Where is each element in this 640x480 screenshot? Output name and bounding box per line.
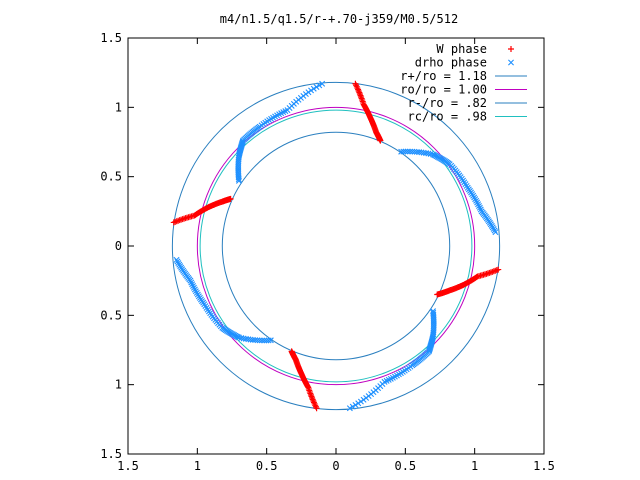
data-points	[170, 80, 502, 412]
drho-phase-point	[476, 204, 483, 211]
drho-phase-point	[475, 201, 482, 208]
x-tick-label: 0	[332, 459, 339, 473]
drho-phase-point	[407, 148, 414, 155]
drho-phase-point	[313, 84, 320, 90]
circle-r-0_98	[199, 109, 473, 383]
drho-phase-point	[400, 148, 407, 155]
x-tick-label: 1.5	[117, 459, 139, 473]
legend-label: ro/ro = 1.00	[400, 83, 487, 97]
w-phase-point	[227, 195, 234, 202]
drho-phase-point	[492, 229, 499, 236]
drho-phase-point	[188, 279, 195, 286]
y-axis: 1.5 1 0.5 0 0.5 1 1.5	[100, 31, 544, 461]
drho-phase-point	[316, 82, 323, 89]
y-tick-label: 0.5	[100, 170, 122, 184]
drho-phase-point	[190, 283, 197, 289]
x-axis: 1.5 1 0.5 0 0.5 1 1.5	[117, 38, 555, 473]
y-tick-label: 1	[115, 100, 122, 114]
drho-phase-point	[258, 337, 265, 344]
drho-phase-point	[430, 309, 437, 316]
x-tick-label: 0.5	[394, 459, 416, 473]
drho-phase-point	[474, 199, 481, 206]
legend-label: drho phase	[415, 56, 487, 70]
circle-r-0_82	[221, 131, 451, 361]
y-tick-label: 0.5	[100, 308, 122, 322]
drho-phase-point	[263, 337, 270, 344]
drho-phase-point	[402, 148, 409, 155]
drho-phase-point	[235, 177, 242, 184]
drho-phase-point	[256, 337, 263, 344]
drho-phase-point	[404, 148, 411, 155]
y-tick-label: 1.5	[100, 447, 122, 461]
drho-phase-point	[319, 80, 326, 87]
drho-phase-point	[352, 402, 359, 408]
drho-phase-point	[409, 148, 416, 155]
drho-phase-point	[308, 87, 315, 94]
legend-label: r-/ro = .82	[408, 96, 487, 110]
drho-phase-point	[310, 85, 317, 92]
drho-phase-point	[346, 405, 353, 412]
drho-phase-point	[508, 59, 514, 66]
drho-phase-point	[190, 284, 197, 291]
x-tick-label: 0.5	[256, 459, 278, 473]
drho-phase-point	[261, 337, 268, 344]
drho-phase-point	[357, 398, 364, 405]
drho-phase-point	[265, 337, 272, 344]
drho-phase-point	[477, 206, 484, 213]
x-tick-label: 1	[194, 459, 201, 473]
drho-phase-point	[189, 281, 196, 288]
drho-phase-point	[475, 203, 482, 209]
drho-phase-point	[420, 149, 427, 156]
legend-label: W phase	[436, 42, 487, 56]
drho-phase-point	[247, 336, 254, 343]
circle-r-1	[196, 106, 476, 386]
drho-phase-point	[355, 400, 362, 407]
circle-r-1_18	[171, 81, 501, 411]
x-tick-label: 1.5	[533, 459, 555, 473]
w-phase-point	[377, 137, 384, 144]
y-tick-label: 1.5	[100, 31, 122, 45]
drho-phase-point	[418, 149, 425, 156]
legend-label: r+/ro = 1.18	[400, 69, 487, 83]
drho-phase-point	[245, 336, 252, 343]
drho-phase-point	[235, 176, 242, 183]
reference-circles	[171, 81, 501, 411]
y-tick-label: 0	[115, 239, 122, 253]
w-phase-point	[434, 291, 441, 298]
x-tick-label: 1	[471, 459, 478, 473]
y-tick-label: 1	[115, 378, 122, 392]
legend-label: rc/ro = .98	[408, 110, 487, 124]
w-phase-point	[288, 348, 295, 355]
drho-phase-point	[191, 286, 198, 293]
drho-phase-point	[349, 403, 356, 410]
w-phase-point	[508, 46, 514, 52]
drho-phase-point	[173, 256, 180, 263]
drho-phase-point	[430, 308, 437, 315]
chart-title: m4/n1.5/q1.5/r-+.70-j359/M0.5/512	[220, 12, 458, 26]
